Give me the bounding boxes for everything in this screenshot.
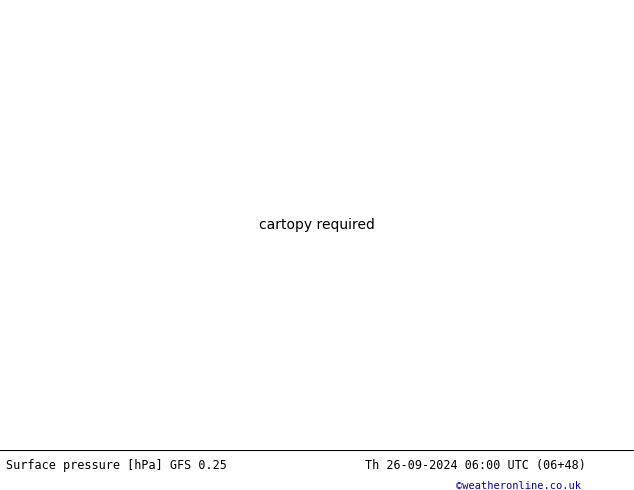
Text: Th 26-09-2024 06:00 UTC (06+48): Th 26-09-2024 06:00 UTC (06+48) [365, 459, 585, 471]
Text: Surface pressure [hPa] GFS 0.25: Surface pressure [hPa] GFS 0.25 [6, 459, 227, 471]
Text: ©weatheronline.co.uk: ©weatheronline.co.uk [456, 481, 581, 490]
Text: cartopy required: cartopy required [259, 218, 375, 232]
